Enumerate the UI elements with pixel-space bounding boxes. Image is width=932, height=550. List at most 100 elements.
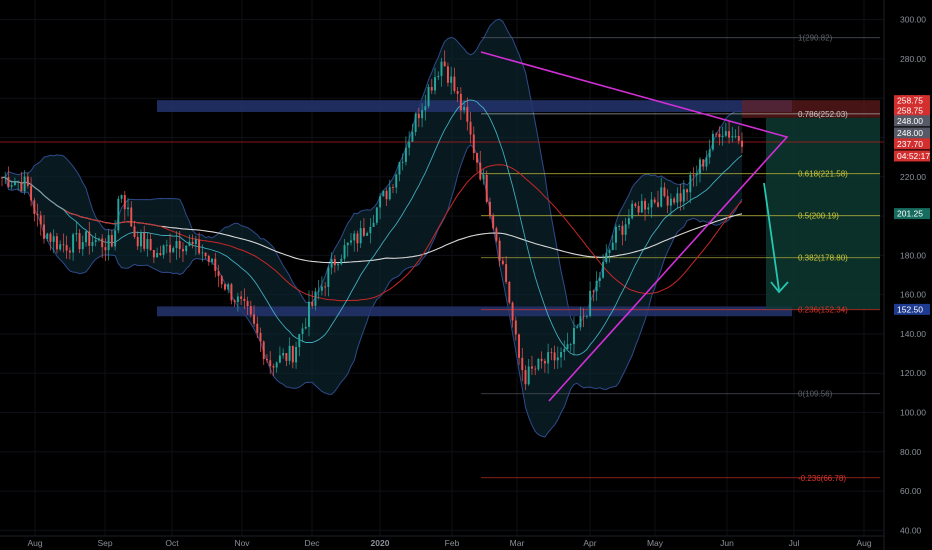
candle-body [72,234,75,253]
candle-body [669,198,672,206]
candle-body [686,189,689,193]
candle-body [211,258,214,262]
candle-body [456,91,459,94]
zone-resistance [157,100,792,112]
candle-body [243,298,246,301]
candle-body [36,214,39,216]
fib-label--0.236: -0.236(66.78) [798,474,846,483]
candle-body [611,242,614,251]
projection-arrow-shaft [763,182,780,291]
candle-body [382,190,385,197]
y-tick-label: 120.00 [900,368,926,378]
candle-body [204,252,207,257]
candle-body [185,245,188,252]
candle-body [540,358,543,361]
candle-body [272,366,275,368]
candle-body [117,198,120,231]
candle-body [314,291,317,306]
candle-body [172,248,175,253]
candle-body [547,352,550,364]
candle-body [7,177,10,187]
x-tick-label: Sep [97,538,112,548]
candle-body [653,199,656,203]
candle-body [618,225,621,227]
candle-body [647,207,650,210]
candle-body [156,252,159,258]
candle-body [702,159,705,167]
candle-body [259,332,262,342]
candle-body [52,236,55,242]
candle-body [46,233,49,239]
candle-body [304,326,307,329]
candle-body [65,245,68,251]
price-tag-text: 152.50 [897,304,923,314]
candle-body [143,232,146,249]
candle-body [602,262,605,278]
x-tick-label: Jul [789,538,800,548]
candle-body [278,355,281,363]
fib-label-0.618: 0.618(221.58) [798,170,848,179]
x-tick-label: Nov [234,538,250,548]
x-tick-label: 2020 [371,538,390,548]
candle-body [424,106,427,111]
candle-body [249,306,252,315]
candles [1,50,743,391]
y-tick-label: 180.00 [900,250,926,260]
candle-body [81,242,84,250]
price-tag-text: 248.00 [897,128,923,138]
candle-body [589,290,592,316]
candle-body [262,341,265,360]
candle-body [4,177,7,178]
candle-body [398,162,401,175]
candle-body [350,240,352,243]
candle-body [356,233,359,244]
stop-loss-box [742,100,880,118]
candle-body [20,181,23,192]
candle-body [657,202,659,207]
candle-body [592,290,595,292]
x-tick-label: Apr [583,538,596,548]
candle-body [505,264,508,282]
price-tag-text: 201.25 [897,209,923,219]
candle-body [469,121,472,135]
fib-label-0: 0(109.56) [798,390,833,399]
fib-label-0.786: 0.786(252.03) [798,110,848,119]
candle-body [446,66,449,83]
candle-body [624,224,627,235]
candle-body [298,334,301,347]
candle-body [43,224,45,239]
candle-body [165,244,168,246]
price-tag-text: 237.70 [897,139,923,149]
candle-body [308,301,310,327]
price-tag [894,104,930,116]
candle-body [246,300,249,307]
candle-body [159,252,162,255]
candle-body [550,352,553,353]
candle-body [256,323,259,333]
candle-body [78,233,81,250]
x-tick-label: Feb [445,538,460,548]
x-tick-label: Jun [720,538,734,548]
candle-body [291,345,294,363]
candle-body [127,207,129,210]
price-tag-text: 04:52:17 [897,151,930,161]
candle-body [362,228,365,236]
candle-body [440,61,443,76]
candle-body [194,239,197,244]
candle-body [482,174,485,180]
candle-body [518,334,520,358]
candle-body [741,140,743,147]
candle-body [269,360,272,367]
candle-body [324,286,327,288]
candle-body [640,200,643,213]
candle-body [514,320,517,335]
candle-body [737,135,740,141]
candle-body [673,198,676,203]
candle-body [434,77,436,91]
candle-body [692,174,695,176]
candle-body [530,366,533,369]
candle-body [375,207,378,223]
candle-body [666,196,669,206]
